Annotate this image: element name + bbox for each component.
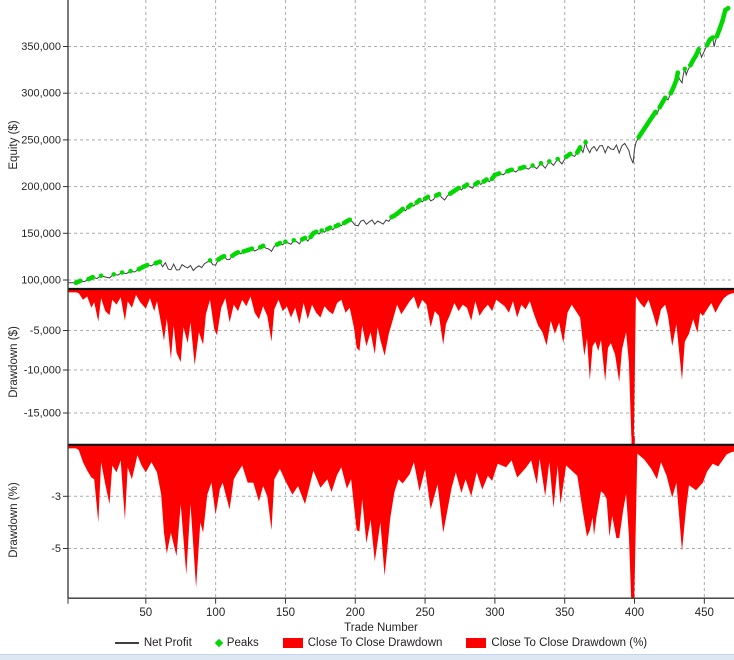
y-tick-label: 150,000 <box>21 228 61 240</box>
y-tick-label: -5,000 <box>30 325 61 337</box>
legend-label: Net Profit <box>143 637 192 649</box>
x-axis-title: Trade Number <box>344 622 418 634</box>
peak-marker <box>319 228 325 233</box>
net-profit-line-group <box>68 7 729 284</box>
legend-item-net-profit: Net Profit <box>114 637 192 649</box>
peak-marker <box>725 5 731 11</box>
peak-marker <box>496 171 502 176</box>
legend-label: Close To Close Drawdown (%) <box>491 637 648 649</box>
y-tick-label: -15,000 <box>24 408 61 420</box>
equity-axis-title: Equity ($) <box>8 120 20 170</box>
drawdown-dollar-axis-title: Drawdown ($) <box>8 326 20 398</box>
peak-marker <box>696 47 701 52</box>
peak-marker <box>157 259 163 265</box>
y-tick-label: -3 <box>51 491 61 503</box>
y-tick-label: 350,000 <box>21 41 61 53</box>
peak-marker <box>509 167 514 173</box>
close-to-close-drawdown-series <box>68 290 734 437</box>
x-tick-label: 100 <box>206 607 225 619</box>
y-tick-label: 250,000 <box>21 134 61 146</box>
peak-marker <box>710 35 715 40</box>
peak-marker <box>538 161 544 166</box>
peak-marker <box>547 159 552 164</box>
net-profit-series <box>68 7 729 284</box>
peak-marker <box>475 180 481 185</box>
peak-marker <box>128 268 133 274</box>
legend-label: Close To Close Drawdown <box>307 637 443 649</box>
drawdown-dollar-area <box>68 290 734 437</box>
x-tick-label: 200 <box>346 607 365 619</box>
peak-marker <box>347 217 353 223</box>
peak-marker <box>530 163 535 168</box>
peak-marker <box>277 240 283 246</box>
peak-marker <box>484 177 489 182</box>
peak-marker <box>221 253 227 259</box>
legend-item-peaks: Peaks <box>214 637 259 649</box>
peak-marker <box>521 164 527 170</box>
tick-labels: 100,000 150,000 200,000 250,000 300,000 350,0… <box>21 41 714 619</box>
peaks-group <box>73 5 731 286</box>
peak-marker <box>456 185 461 191</box>
peak-marker <box>291 238 297 243</box>
peak-marker <box>302 235 308 241</box>
peak-marker <box>336 222 341 228</box>
peak-marker <box>77 278 83 284</box>
x-tick-label: 450 <box>695 607 714 619</box>
x-tick-label: 50 <box>139 607 152 619</box>
close-to-close-drawdown-percent-series <box>68 445 734 599</box>
peak-marker <box>583 139 588 145</box>
peak-marker <box>436 191 442 197</box>
peak-marker <box>144 262 150 268</box>
peak-marker <box>327 225 333 230</box>
x-tick-label: 350 <box>555 607 574 619</box>
peak-marker <box>249 246 255 251</box>
drawdown-percent-area <box>68 445 734 599</box>
peak-marker <box>417 197 422 203</box>
peak-marker <box>408 202 414 208</box>
chart-legend: Net Profit Peaks Close To Close Drawdown Cl… <box>0 637 734 649</box>
peak-marker <box>653 109 658 115</box>
y-tick-label: 300,000 <box>21 88 61 100</box>
drawdown-area-swatch <box>282 638 303 648</box>
legend-item-close-to-close-drawdown: Close To Close Drawdown (%) <box>466 637 647 649</box>
peak-marker <box>400 206 406 212</box>
y-tick-label: -5 <box>51 543 61 555</box>
drawdown-percent-axis-title: Drawdown (%) <box>8 482 20 558</box>
peak-marker <box>568 151 573 157</box>
axes <box>67 0 734 599</box>
peak-marker <box>682 66 688 72</box>
overflow-spike-bridge <box>631 436 635 446</box>
peak-marker <box>260 243 266 249</box>
legend-item-close-to-close-drawdown: Close To Close Drawdown <box>282 637 443 649</box>
peak-marker <box>313 229 319 235</box>
y-tick-label: -10,000 <box>24 365 61 377</box>
window-bottom-border <box>0 654 734 660</box>
y-tick-label: 100,000 <box>21 275 61 287</box>
peak-marker <box>235 250 241 255</box>
peak-marker <box>111 272 116 277</box>
peak-marker <box>555 156 560 162</box>
peak-marker <box>207 258 213 263</box>
legend-label: Peaks <box>226 637 259 649</box>
x-tick-label: 250 <box>415 607 434 619</box>
peak-marker <box>425 194 431 200</box>
peak-marker <box>662 95 668 101</box>
peak-marker <box>98 273 104 279</box>
x-tick-label: 400 <box>625 607 644 619</box>
y-tick-label: 200,000 <box>21 181 61 193</box>
net-profit-line-swatch <box>114 642 139 644</box>
peak-marker <box>675 70 681 75</box>
drawdown-area-swatch <box>466 638 487 648</box>
peak-marker <box>90 274 96 280</box>
peak-marker <box>119 270 125 275</box>
peak-marker <box>577 145 583 150</box>
peaks-dot-swatch <box>214 638 224 648</box>
x-tick-label: 300 <box>485 607 504 619</box>
peak-marker <box>464 182 470 187</box>
x-tick-label: 150 <box>276 607 295 619</box>
peak-marker <box>283 239 288 244</box>
